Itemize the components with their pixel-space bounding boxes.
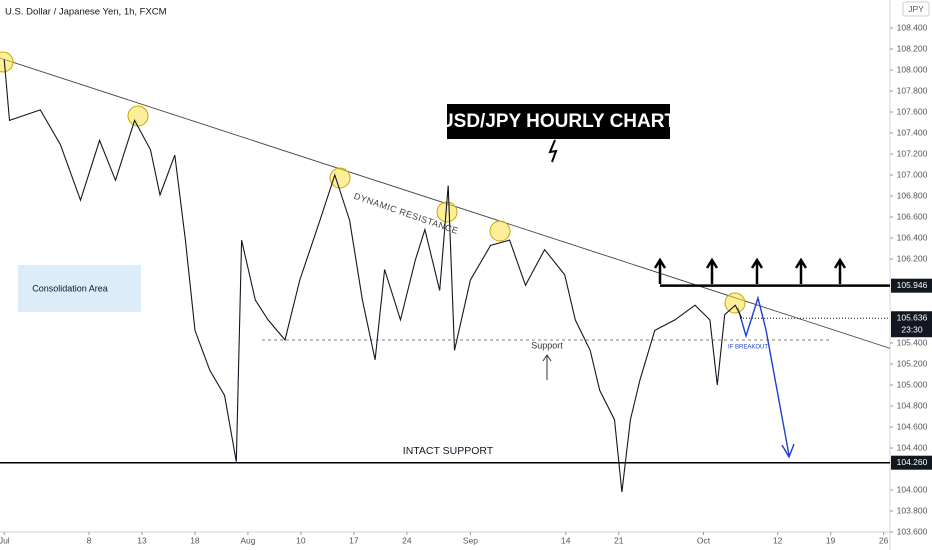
- y-tick-label: 105.000: [897, 379, 928, 389]
- headline: USD/JPY HOURLY CHART: [440, 111, 677, 132]
- y-tick-label: 107.800: [897, 85, 928, 95]
- headline-box: [447, 104, 670, 139]
- x-tick-label: 14: [561, 535, 571, 545]
- x-tick-label: Jul: [0, 535, 10, 545]
- x-tick-label: 10: [296, 535, 306, 545]
- y-tick-label: 106.600: [897, 211, 928, 221]
- price-level-box: [891, 455, 932, 470]
- price-level-label: 105.946: [897, 280, 928, 290]
- y-tick-label: 108.400: [897, 22, 928, 32]
- x-tick-label: Oct: [697, 535, 711, 545]
- consolidation-label: Consolidation Area: [32, 283, 108, 293]
- support-arrow: [542, 354, 552, 380]
- y-tick-label: 107.200: [897, 148, 928, 158]
- last-price-box: [891, 311, 932, 338]
- breakout-arrows: [653, 257, 847, 284]
- y-tick-label: 103.800: [897, 505, 928, 515]
- y-tick-label: 106.400: [897, 232, 928, 242]
- price-line: [3, 59, 743, 493]
- projection-path: [737, 295, 795, 459]
- y-tick-label: 105.400: [897, 337, 928, 347]
- x-tick-label: 17: [349, 535, 359, 545]
- x-tick-label: 13: [137, 535, 147, 545]
- x-tick-label: 26: [879, 535, 889, 545]
- consolidation-box: [18, 265, 141, 312]
- intact-support-label: INTACT SUPPORT: [403, 445, 494, 457]
- price-level-label: 104.260: [897, 457, 928, 467]
- y-tick-label: 107.000: [897, 169, 928, 179]
- y-tick-label: 106.200: [897, 253, 928, 263]
- x-tick-label: 21: [614, 535, 624, 545]
- support-label: Support: [531, 340, 563, 350]
- x-tick-label: Sep: [463, 535, 478, 545]
- y-tick-label: 108.200: [897, 43, 928, 53]
- last-price-label: 105.636: [897, 312, 928, 322]
- x-tick-label: 18: [190, 535, 200, 545]
- chart-title: U.S. Dollar / Japanese Yen, 1h, FXCM: [5, 7, 167, 18]
- bolt: [548, 139, 558, 163]
- y-tick-label: 104.400: [897, 442, 928, 452]
- y-tick-label: 104.600: [897, 421, 928, 431]
- x-tick-label: 8: [87, 535, 92, 545]
- y-tick-label: 107.400: [897, 127, 928, 137]
- y-tick-label: 108.000: [897, 64, 928, 74]
- y-tick-label: 104.800: [897, 400, 928, 410]
- trendline: [0, 57, 890, 349]
- x-tick-label: 19: [826, 535, 836, 545]
- price-level-box: [891, 278, 932, 293]
- currency-box: [902, 1, 930, 17]
- y-tick-label: 104.000: [897, 484, 928, 494]
- x-tick-label: Aug: [240, 535, 255, 545]
- y-tick-label: 105.200: [897, 358, 928, 368]
- breakout-label: IF BREAKOUT: [728, 345, 768, 351]
- touch-circles: [0, 51, 746, 314]
- y-tick-label: 106.800: [897, 190, 928, 200]
- y-tick-label: 103.600: [897, 526, 928, 536]
- y-tick-label: 107.600: [897, 106, 928, 116]
- countdown: 23:30: [901, 324, 923, 334]
- x-tick-label: 24: [402, 535, 412, 545]
- currency: JPY: [908, 4, 924, 14]
- x-tick-label: 12: [773, 535, 783, 545]
